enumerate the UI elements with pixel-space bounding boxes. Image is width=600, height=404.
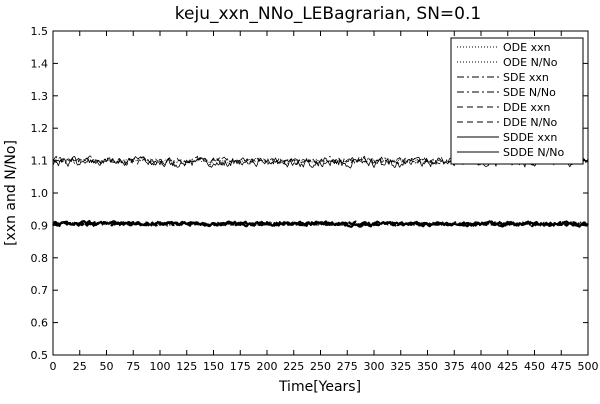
- x-tick-label: 475: [551, 360, 572, 373]
- series-line: [52, 219, 589, 228]
- series-line: [52, 155, 589, 166]
- x-tick-label: 50: [100, 360, 114, 373]
- y-tick-label: 1.5: [31, 25, 49, 38]
- legend-label: SDE xxn: [503, 71, 549, 84]
- chart-title: keju_xxn_NNo_LEBagrarian, SN=0.1: [175, 4, 481, 24]
- x-tick-label: 400: [471, 360, 492, 373]
- legend-label: ODE N/No: [503, 56, 558, 69]
- x-tick-label: 450: [524, 360, 545, 373]
- series-line: [52, 156, 589, 165]
- x-tick-label: 225: [283, 360, 304, 373]
- x-axis-label: Time[Years]: [278, 379, 361, 395]
- x-tick-label: 275: [337, 360, 358, 373]
- legend-label: ODE xxn: [503, 41, 551, 54]
- x-tick-label: 350: [417, 360, 438, 373]
- x-tick-label: 0: [50, 360, 57, 373]
- legend: ODE xxn ODE N/No SDE xxn SDE N/No DDE xxn DDE…: [450, 37, 584, 165]
- legend-label: SDDE N/No: [503, 146, 565, 159]
- x-tick-label: 425: [497, 360, 518, 373]
- y-tick-label: 0.7: [31, 284, 49, 297]
- y-tick-label: 1.1: [31, 155, 49, 168]
- y-tick-label: 1.0: [31, 187, 49, 200]
- x-tick-label: 150: [203, 360, 224, 373]
- legend-label: SDDE xxn: [503, 131, 557, 144]
- x-tick-label: 300: [364, 360, 385, 373]
- x-tick-label: 200: [257, 360, 278, 373]
- y-tick-label: 0.6: [31, 317, 49, 330]
- plot-series: [52, 155, 589, 228]
- y-tick-label: 1.3: [31, 90, 49, 103]
- axes: 0 25 50 75 100 125 150 175 200 225 250 275 300 325 350…: [31, 25, 599, 373]
- x-tick-label: 375: [444, 360, 465, 373]
- x-tick-label: 75: [126, 360, 140, 373]
- x-tick-label: 125: [176, 360, 197, 373]
- x-tick-label: 25: [73, 360, 87, 373]
- y-tick-label: 1.4: [31, 57, 49, 70]
- legend-box: [450, 37, 584, 165]
- legend-label: SDE N/No: [503, 86, 556, 99]
- x-tick-label: 100: [150, 360, 171, 373]
- x-tick-label: 500: [578, 360, 599, 373]
- y-tick-label: 0.5: [31, 349, 49, 362]
- y-tick-label: 0.9: [31, 219, 49, 232]
- y-tick-label: 1.2: [31, 122, 49, 135]
- legend-label: DDE N/No: [503, 116, 558, 129]
- legend-label: DDE xxn: [503, 101, 550, 114]
- x-tick-label: 175: [230, 360, 251, 373]
- y-tick-label: 0.8: [31, 252, 49, 265]
- x-tick-label: 250: [310, 360, 331, 373]
- x-tick-label: 325: [390, 360, 411, 373]
- y-axis-label: [xxn and N/No]: [3, 140, 19, 246]
